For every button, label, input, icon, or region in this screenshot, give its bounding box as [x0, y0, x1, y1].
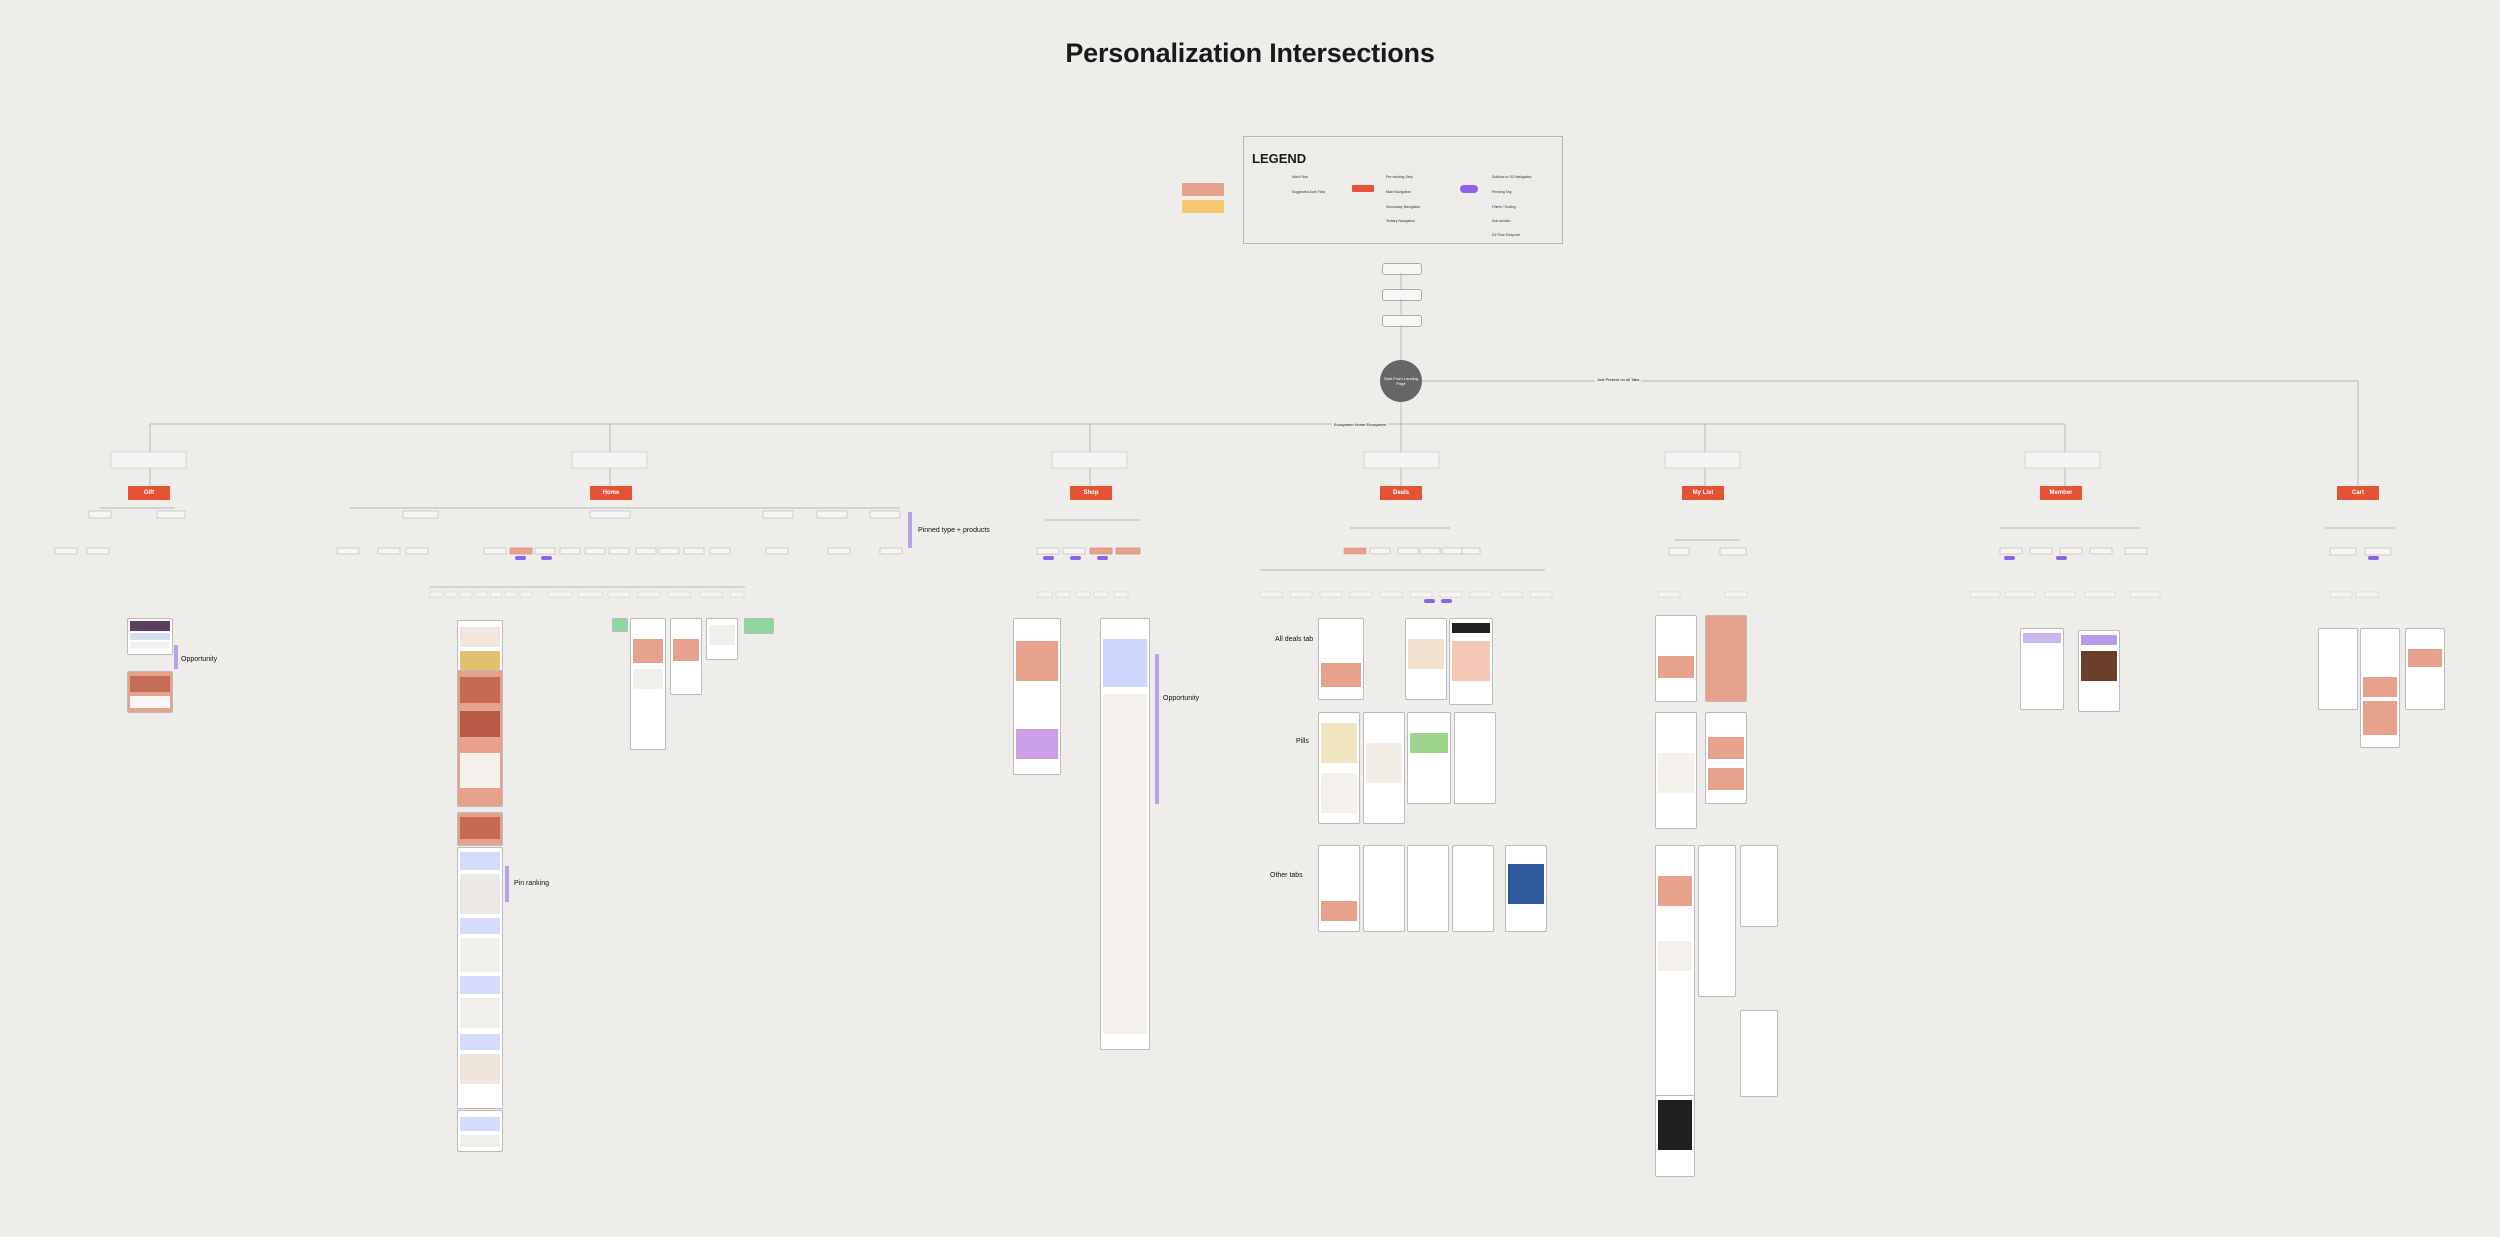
screen-home-small-3 [706, 618, 738, 660]
screen-member-1 [2020, 628, 2064, 710]
legend-title: LEGEND [1252, 151, 1307, 166]
screen-home-3 [457, 812, 503, 846]
note-salmon-swatch [1182, 183, 1224, 196]
screen-deals-other-4 [1452, 845, 1494, 932]
screen-deals-pills-2 [1363, 712, 1405, 824]
screen-deals-pills-3 [1407, 712, 1451, 804]
opportunity-left-label: Opportunity [181, 656, 218, 663]
screen-gift-1 [127, 618, 173, 655]
screen-mylist-8 [1740, 1010, 1778, 1097]
tab-cart[interactable]: Cart [2337, 486, 2379, 500]
legend-secondary-nav: Secondary Navigation [1386, 205, 1421, 209]
legend-swatch-main-nav [1352, 185, 1374, 192]
screen-mylist-2 [1705, 615, 1747, 702]
screen-deals-2 [1405, 618, 1447, 700]
screen-deals-other-1 [1318, 845, 1360, 932]
screen-home-small-1 [630, 618, 666, 750]
screen-deals-pills-4 [1454, 712, 1496, 804]
screen-mylist-6 [1698, 845, 1736, 997]
screen-deals-other-2 [1363, 845, 1405, 932]
screen-shop-2 [1100, 618, 1150, 1050]
screen-deals-other-3 [1407, 845, 1449, 932]
legend-d2-flow-endpoint: D2 Flow Endpoint [1492, 233, 1520, 237]
center-caption: Ecosystem Home Ecosystem [1332, 422, 1389, 427]
legend-main-flow: Main Flow [1292, 175, 1308, 179]
screen-cart-3 [2405, 628, 2445, 710]
screen-cart-2 [2360, 628, 2400, 748]
tab-home[interactable]: Home [590, 486, 632, 500]
screen-deals-3 [1449, 618, 1493, 705]
legend-tertiary-nav: Tertiary Navigation [1386, 219, 1415, 223]
legend-panel: LEGEND Main Flow Suggested Auth Flow Pre… [1243, 136, 1563, 244]
legend-pending-tag: Pending Tag [1492, 190, 1512, 194]
opportunity-left-marker [174, 645, 178, 669]
side-note: Just Present on all Tabs [1595, 377, 1642, 382]
opportunity-right-marker [1155, 654, 1159, 804]
screen-gift-2 [127, 671, 173, 713]
page-title: Personalization Intersections [1065, 38, 1435, 68]
pin-ranking-label: Pin ranking [514, 880, 550, 887]
tab-member[interactable]: Member [2040, 486, 2082, 500]
pinned-label: Pinned type + products [918, 527, 990, 534]
top-node-3 [1382, 315, 1422, 327]
screen-member-2 [2078, 630, 2120, 712]
screen-mylist-1 [1655, 615, 1697, 702]
screen-home-4 [457, 847, 503, 1109]
legend-subflow: Subflow or D2 Navigation [1492, 175, 1532, 179]
screen-home-5 [457, 1110, 503, 1152]
screen-mylist-7 [1740, 845, 1778, 927]
screen-deals-1 [1318, 618, 1364, 700]
legend-main-navigation: Main Navigation [1386, 190, 1412, 194]
pin-ranking-marker [505, 866, 509, 902]
note-yellow-swatch [1182, 200, 1224, 213]
pills-label: Pills [1296, 738, 1309, 745]
screen-mylist-3 [1655, 712, 1697, 829]
screen-home-1 [457, 620, 503, 677]
screen-cart-1 [2318, 628, 2358, 710]
screen-mylist-5 [1655, 845, 1695, 1097]
screen-home-green-2 [744, 618, 774, 634]
legend-suggested-auth: Suggested Auth Flow [1292, 190, 1326, 194]
pinned-marker [908, 512, 912, 548]
screen-shop-1 [1013, 618, 1061, 775]
other-tabs-label: Other tabs [1270, 872, 1303, 879]
legend-filters-sorting: Filters / Sorting [1492, 205, 1516, 209]
tab-deals[interactable]: Deals [1380, 486, 1422, 500]
top-node-1 [1382, 263, 1422, 275]
legend-subsection: Sub-section [1492, 219, 1511, 223]
legend-swatch-pending [1460, 185, 1478, 193]
root-node: Start From Landing Page [1380, 360, 1422, 402]
top-node-2 [1382, 289, 1422, 301]
screen-mylist-9 [1655, 1095, 1695, 1177]
tab-gift[interactable]: Gift [128, 486, 170, 500]
screen-home-2 [457, 670, 503, 807]
tab-shop[interactable]: Shop [1070, 486, 1112, 500]
tab-my-list[interactable]: My List [1682, 486, 1724, 500]
screen-home-green-1 [612, 618, 628, 632]
screen-mylist-4 [1705, 712, 1747, 804]
legend-preexisting-step: Pre-existing Step [1386, 175, 1413, 179]
all-deals-tab-label: All deals tab [1275, 636, 1314, 643]
screen-deals-other-5 [1505, 845, 1547, 932]
screen-home-small-2 [670, 618, 702, 695]
screen-deals-pills-1 [1318, 712, 1360, 824]
opportunity-right-label: Opportunity [1163, 695, 1200, 702]
